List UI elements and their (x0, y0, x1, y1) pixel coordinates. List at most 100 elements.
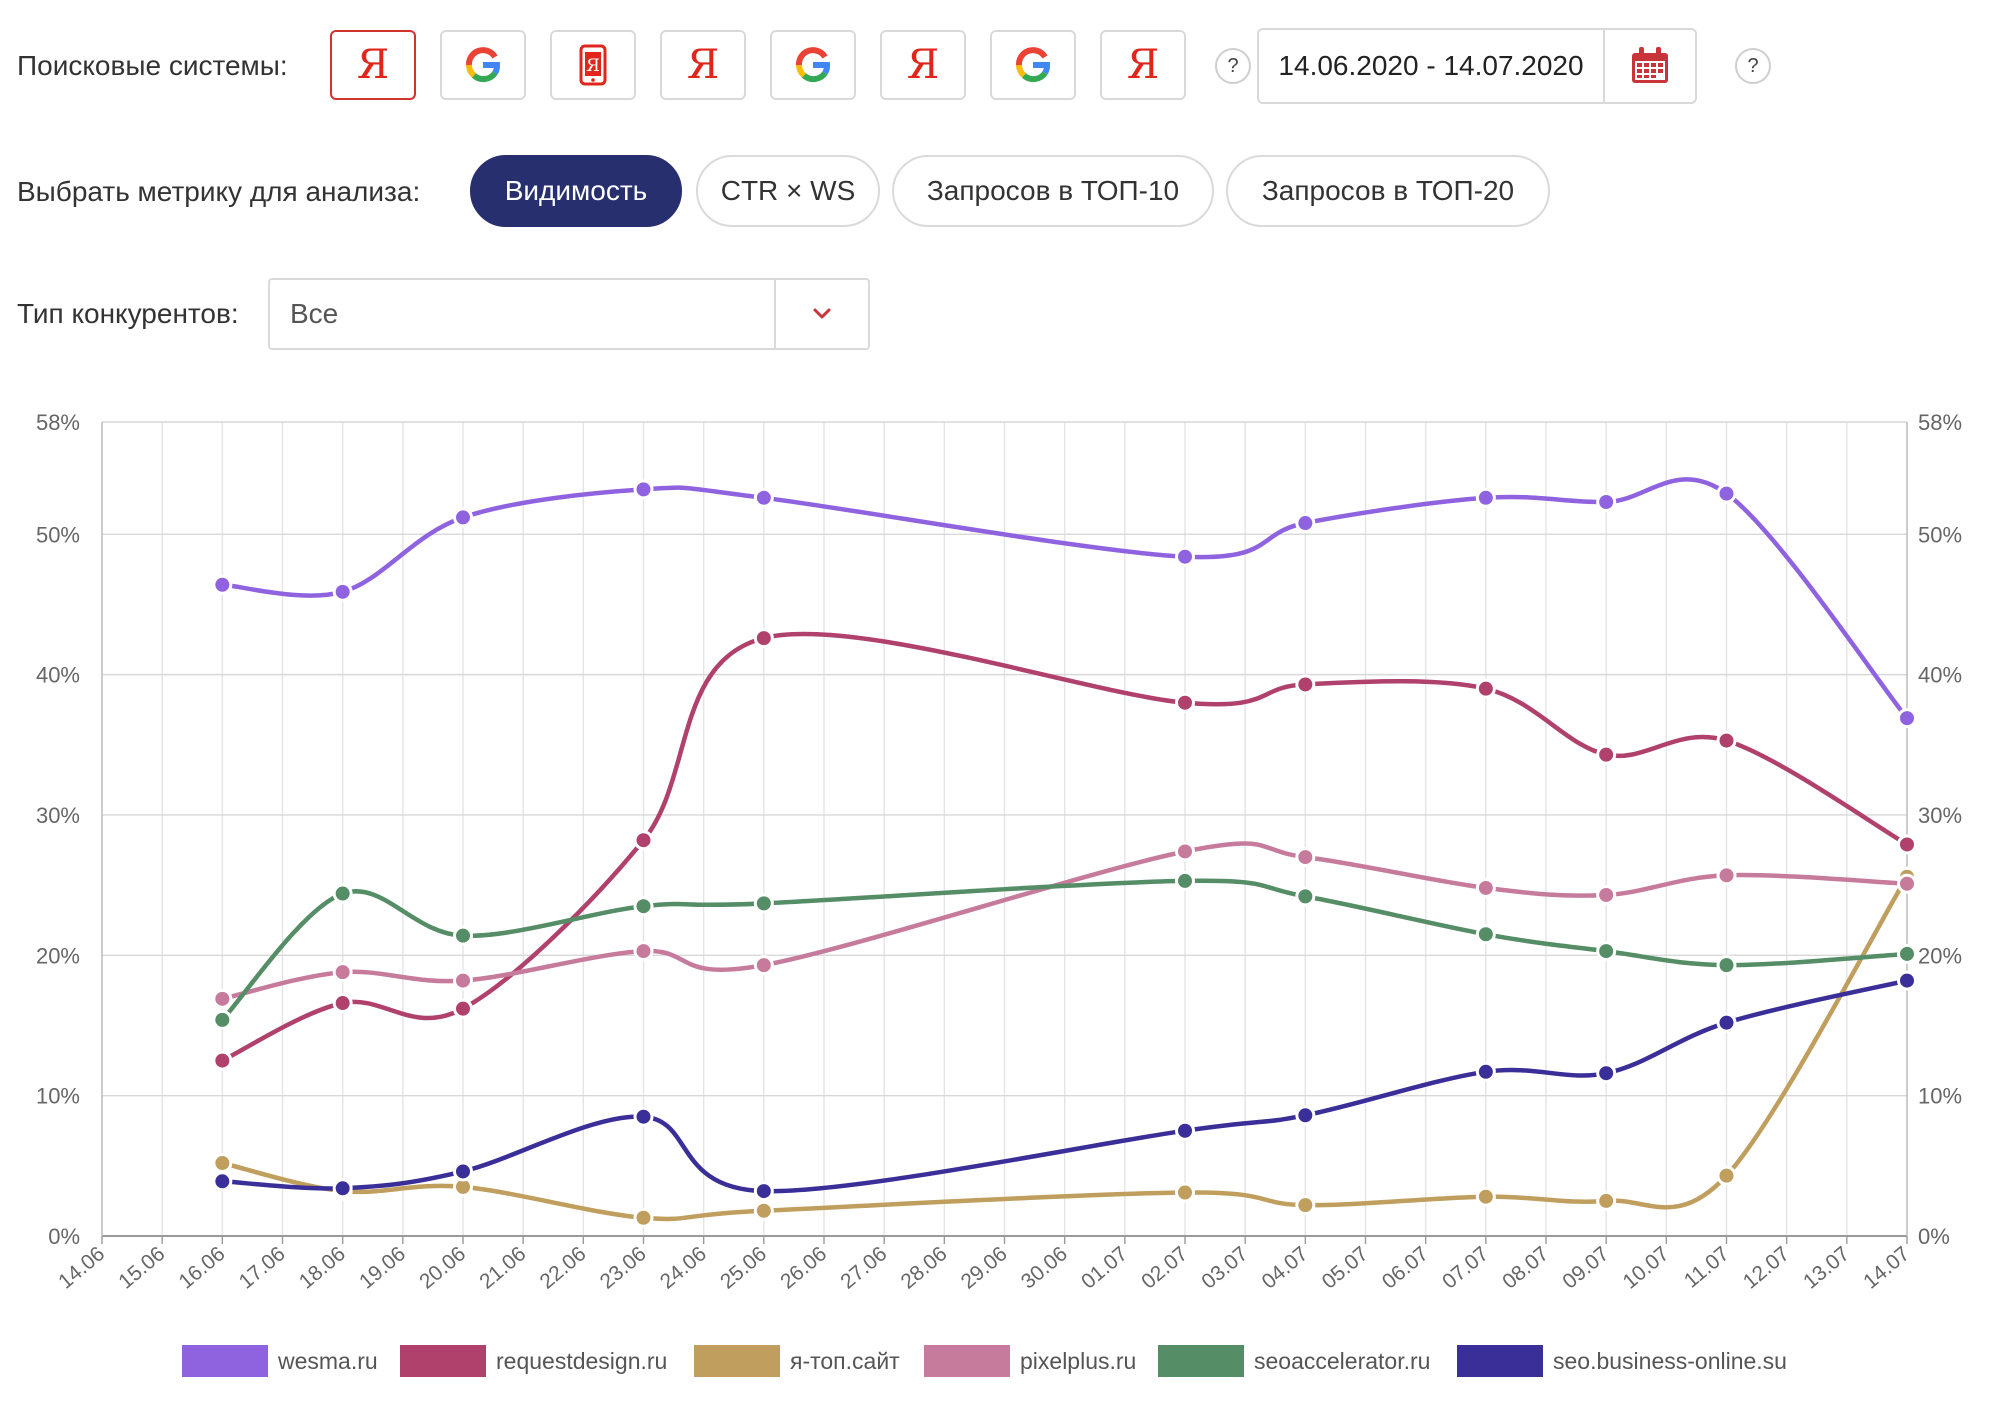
series-4 (212, 841, 1917, 1009)
google-icon: G (796, 47, 830, 83)
metric-row: Выбрать метрику для анализа: (17, 155, 420, 229)
x-tick-label: 16.06 (174, 1242, 229, 1293)
x-tick-label: 13.07 (1799, 1242, 1854, 1293)
data-point (1295, 1195, 1316, 1216)
data-point (1175, 546, 1195, 567)
engine-button-2-google[interactable]: G (440, 30, 526, 100)
chevron-down-icon[interactable] (774, 280, 868, 348)
date-range-wrap: 14.06.2020 - 14.07.2020 (0, 28, 1990, 106)
y-tick-label-right: 50% (1918, 522, 1962, 547)
legend-item-5[interactable]: seoaccelerator.ru (1158, 1345, 1430, 1377)
data-point (633, 1106, 654, 1127)
engine-button-5-google[interactable]: G (770, 30, 856, 100)
series-6 (212, 970, 1917, 1202)
data-point (1897, 834, 1917, 855)
data-point (633, 1207, 654, 1228)
y-tick-label-left: 0% (48, 1224, 80, 1249)
data-point (1475, 1186, 1496, 1207)
data-point (1716, 1165, 1737, 1186)
engines-help-icon[interactable]: ? (1215, 48, 1251, 84)
data-point (212, 574, 233, 595)
y-tick-label-right: 40% (1918, 663, 1962, 688)
legend-swatch (400, 1345, 486, 1377)
series-2 (212, 628, 1917, 1071)
data-point (633, 479, 654, 500)
calendar-icon[interactable] (1603, 30, 1695, 102)
legend-label: seoaccelerator.ru (1254, 1347, 1431, 1374)
legend-item-2[interactable]: requestdesign.ru (400, 1345, 667, 1377)
x-tick-label: 07.07 (1438, 1242, 1493, 1293)
x-tick-label: 11.07 (1680, 1242, 1734, 1292)
data-point (1295, 1105, 1316, 1126)
x-tick-label: 30.06 (1017, 1242, 1072, 1293)
x-tick-label: 21.06 (475, 1242, 530, 1293)
competitor-type-value: Все (290, 298, 339, 329)
data-point (1175, 841, 1195, 862)
data-point (1897, 708, 1917, 729)
data-point (1716, 865, 1737, 886)
date-help-icon[interactable]: ? (1735, 48, 1771, 84)
legend-label: requestdesign.ru (496, 1347, 668, 1374)
data-point (1295, 674, 1316, 695)
data-point (633, 941, 654, 962)
legend-item-6[interactable]: seo.business-online.su (1457, 1345, 1787, 1377)
chart-grid (101, 421, 1908, 1237)
y-tick-label-left: 50% (36, 522, 80, 547)
x-tick-label: 12.07 (1739, 1242, 1794, 1293)
series-5 (212, 870, 1917, 1030)
legend-label: pixelplus.ru (1020, 1347, 1137, 1374)
data-point (1295, 886, 1316, 907)
x-tick-label: 19.06 (355, 1242, 410, 1293)
engine-button-7-google[interactable]: G (990, 30, 1076, 100)
legend-item-1[interactable]: wesma.ru (182, 1345, 378, 1377)
metric-pill-4[interactable]: Запросов в ТОП-20 (1226, 155, 1550, 227)
yandex-mobile-icon: Я (579, 44, 607, 86)
data-point (753, 955, 774, 976)
legend-label: я-топ.сайт (790, 1347, 900, 1374)
data-point (1596, 744, 1617, 765)
competitor-type-select[interactable]: Все (268, 278, 870, 350)
date-range-picker[interactable]: 14.06.2020 - 14.07.2020 (1257, 28, 1697, 104)
legend-item-4[interactable]: pixelplus.ru (924, 1345, 1136, 1377)
data-point (753, 487, 774, 508)
x-tick-label: 28.06 (896, 1242, 951, 1293)
data-point (332, 962, 353, 983)
competitor-type-row: Тип конкурентов: (17, 278, 239, 350)
data-point (1475, 924, 1496, 945)
engine-button-4-yandex[interactable]: Я (660, 30, 746, 100)
series-line (220, 878, 1908, 1022)
yandex-icon: Я (906, 42, 940, 88)
engine-button-8-yandex[interactable]: Я (1100, 30, 1186, 100)
x-tick-label: 24.06 (656, 1242, 711, 1293)
data-point (212, 1009, 233, 1030)
engine-button-3-yandex-mobile[interactable]: Я (550, 30, 636, 100)
yandex-icon: Я (1126, 42, 1160, 88)
metric-pill-2[interactable]: CTR × WS (696, 155, 880, 227)
date-range-input[interactable]: 14.06.2020 - 14.07.2020 (1278, 50, 1584, 81)
data-point (1716, 483, 1737, 504)
data-point (1475, 877, 1496, 898)
x-tick-label: 22.06 (535, 1242, 590, 1293)
metric-pill-1[interactable]: Видимость (470, 155, 682, 227)
engine-button-1-yandex[interactable]: Я (330, 30, 416, 100)
legend-swatch (924, 1345, 1010, 1377)
metric-pills: Видимость CTR × WS Запросов в ТОП-10 Запрос… (0, 155, 1990, 229)
data-point (1897, 943, 1917, 964)
data-point (1475, 487, 1496, 508)
legend-label: wesma.ru (278, 1347, 378, 1374)
legend-item-3[interactable]: я-топ.сайт (694, 1345, 900, 1377)
x-tick-label: 27.06 (836, 1242, 891, 1293)
yandex-icon: Я (686, 42, 720, 88)
data-point (212, 1171, 233, 1192)
data-point (1596, 1190, 1617, 1211)
legend-swatch (1457, 1345, 1543, 1377)
google-icon: G (1016, 47, 1050, 83)
legend-swatch (1158, 1345, 1244, 1377)
engine-button-6-yandex[interactable]: Я (880, 30, 966, 100)
data-point (453, 507, 473, 528)
data-point (212, 1050, 233, 1071)
data-point (1596, 491, 1617, 512)
data-point (753, 1200, 774, 1221)
metric-pill-3[interactable]: Запросов в ТОП-10 (892, 155, 1214, 227)
legend-swatch (694, 1345, 780, 1377)
